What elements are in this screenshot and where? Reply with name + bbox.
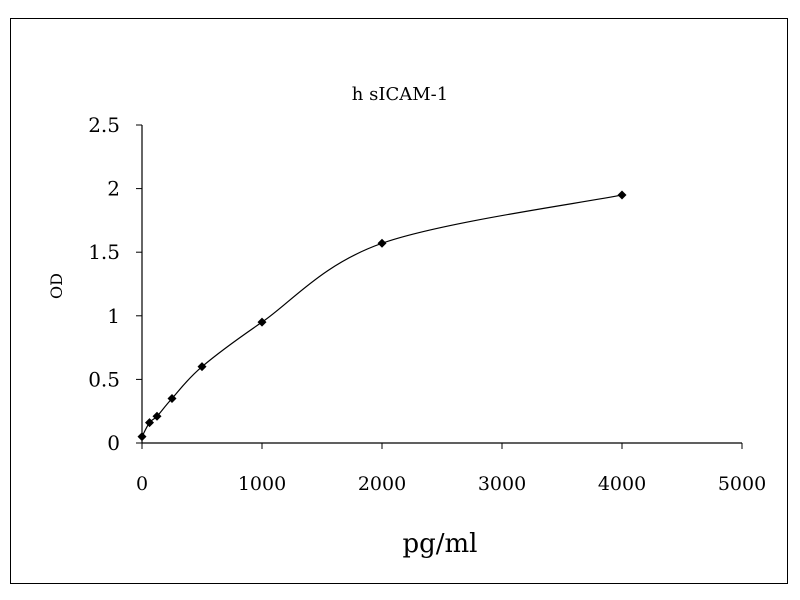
y-tick-label-3: 1.5: [88, 240, 120, 264]
data-point-0: [137, 432, 147, 442]
x-axis-title: pg/ml: [402, 529, 477, 559]
x-tick-label-2: 2000: [358, 473, 406, 495]
axes: 0 0.5 1 1.5 2 2.5 0 1000 2000 3000 4000 5000: [88, 113, 766, 495]
y-axis-title: OD: [47, 273, 66, 299]
chart-title: h sICAM-1: [352, 84, 448, 105]
y-tick-label-4: 2: [107, 177, 120, 201]
x-tick-label-0: 0: [136, 473, 148, 495]
x-tick-label-4: 4000: [598, 473, 646, 495]
x-tick-label-1: 1000: [238, 473, 286, 495]
data-point-4: [197, 362, 207, 372]
chart-frame: [10, 18, 788, 584]
curve-layer: [141, 194, 623, 437]
y-tick-label-2: 1: [107, 304, 120, 328]
y-tick-label-0: 0: [107, 431, 120, 455]
x-tick-label-3: 3000: [478, 473, 526, 495]
series-line: [141, 194, 623, 437]
data-point-6: [377, 238, 387, 248]
data-point-3: [167, 393, 177, 403]
x-tick-label-5: 5000: [718, 473, 766, 495]
marker-layer: [137, 190, 627, 442]
data-point-1: [145, 418, 154, 428]
y-tick-label-1: 0.5: [88, 367, 120, 391]
data-point-2: [152, 411, 162, 421]
y-tick-label-5: 2.5: [88, 113, 120, 137]
data-point-7: [617, 190, 627, 200]
data-point-5: [257, 317, 267, 327]
